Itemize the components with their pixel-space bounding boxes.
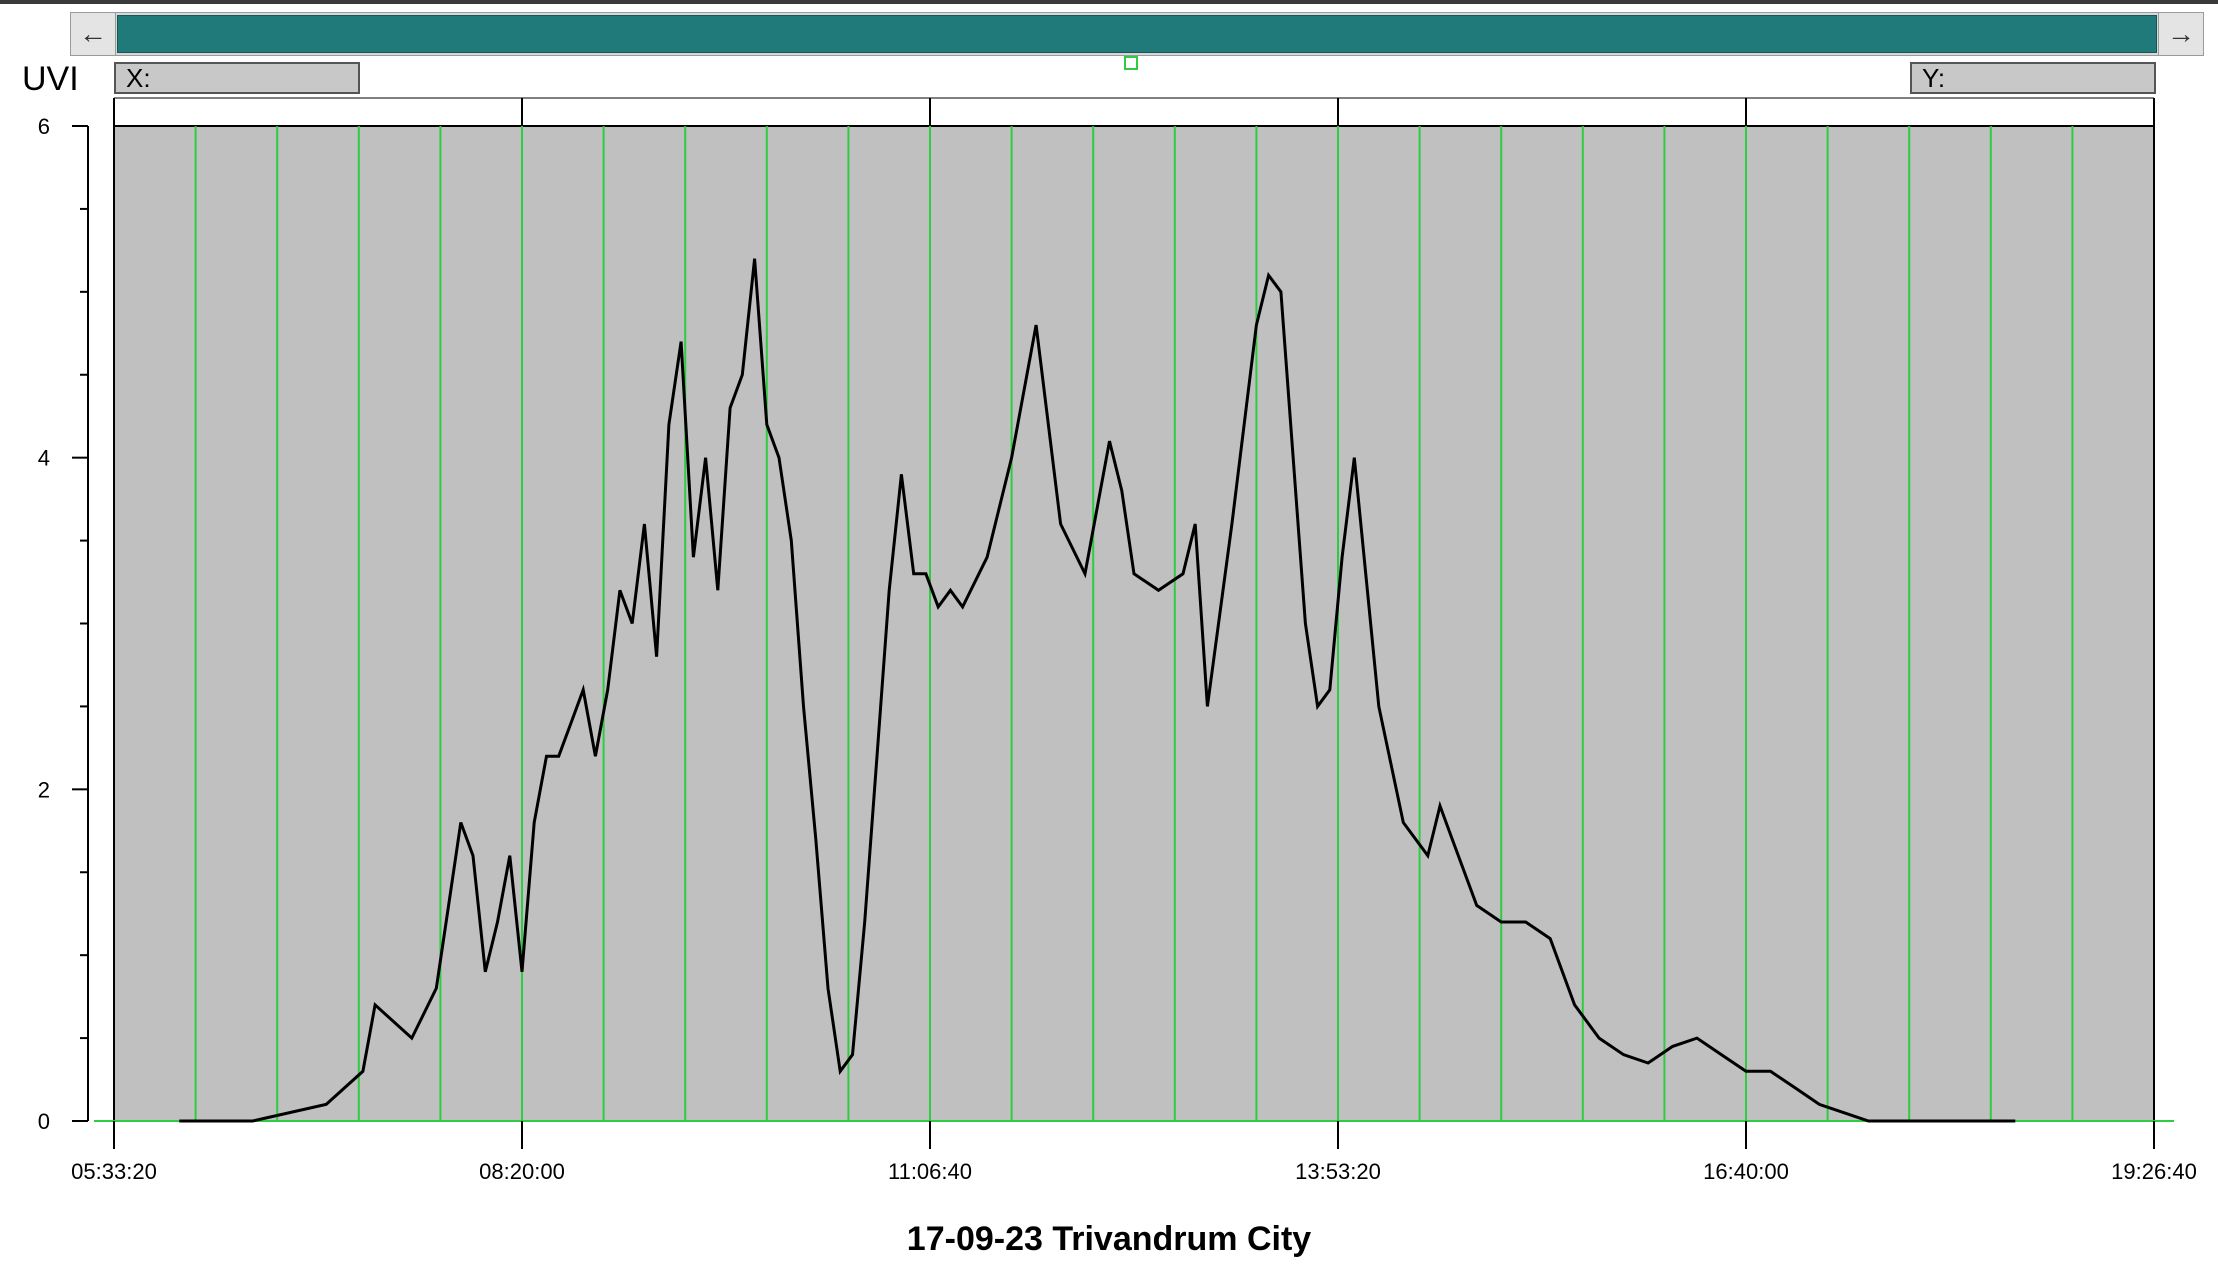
arrow-left-icon[interactable]: ← [71, 13, 116, 55]
y-readout-field: Y: [1910, 62, 2156, 94]
uvi-series-line [179, 258, 2016, 1123]
window-top-border [0, 0, 2218, 4]
x-tick-label: 11:06:40 [888, 1159, 972, 1184]
y-tick-label: 4 [38, 446, 50, 471]
scrollbar-thumb[interactable] [117, 15, 2157, 53]
x-tick-label: 13:53:20 [1295, 1159, 1381, 1184]
arrow-right-icon[interactable]: → [2158, 13, 2203, 55]
y-tick-label: 0 [38, 1109, 50, 1134]
scroll-left-glyph: ← [79, 18, 107, 49]
x-tick-label: 05:33:20 [71, 1159, 157, 1184]
x-tick-label: 08:20:00 [479, 1159, 565, 1184]
x-tick-label: 16:40:00 [1703, 1159, 1789, 1184]
y-axis-label: UVI [22, 60, 79, 98]
x-tick-label: 19:26:40 [2111, 1159, 2197, 1184]
y-tick-label: 6 [38, 114, 50, 139]
zoom-handle-icon[interactable] [1124, 56, 1138, 70]
plot-area [113, 125, 2155, 1122]
y-tick-label: 2 [38, 777, 50, 802]
time-scrollbar[interactable]: ← → [70, 12, 2204, 56]
scroll-right-glyph: → [2167, 18, 2195, 49]
chart-title: 17-09-23 Trivandrum City [906, 1220, 1312, 1258]
x-readout-field: X: [114, 62, 360, 94]
